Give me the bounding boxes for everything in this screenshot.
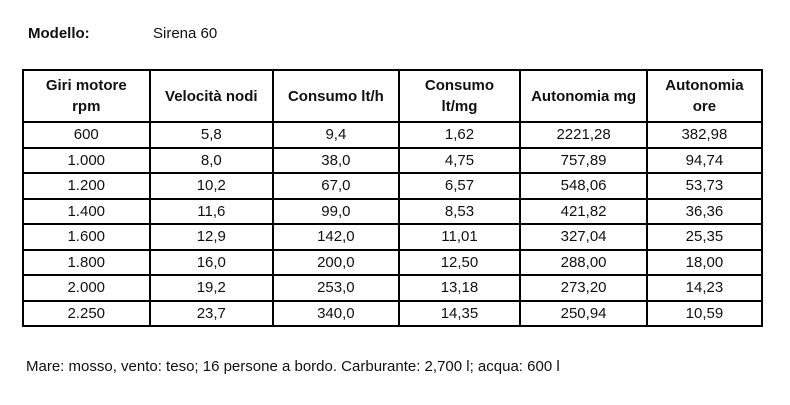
- table-cell: 19,2: [148, 274, 275, 302]
- table-cell: 2.000: [22, 274, 151, 302]
- column-header-line: Consumo lt/h: [287, 87, 384, 105]
- performance-table-body: 600 5,8 9,4 1,62 2221,28 382,98 1.000 8,0 38,0 4,…: [22, 121, 764, 327]
- table-cell: 12,50: [397, 248, 522, 276]
- table-cell: 10,59: [645, 299, 764, 327]
- table-cell: 53,73: [645, 172, 764, 200]
- table-cell: 421,82: [519, 197, 648, 225]
- table-cell: 382,98: [645, 121, 764, 149]
- header-row: Giri motore rpm Velocità nodi Consumo lt/h C…: [22, 69, 764, 123]
- table-cell: 18,00: [645, 248, 764, 276]
- table-row: 1.800 16,0 200,0 12,50 288,00 18,00: [22, 248, 764, 276]
- table-cell: 9,4: [272, 121, 400, 149]
- performance-table: Giri motore rpm Velocità nodi Consumo lt/h C…: [22, 69, 764, 327]
- table-cell: 142,0: [272, 223, 400, 251]
- table-cell: 288,00: [519, 248, 648, 276]
- column-header-line: lt/mg: [441, 98, 478, 115]
- table-cell: 600: [22, 121, 151, 149]
- model-row: Modello: Sirena 60: [28, 24, 217, 43]
- table-cell: 1.600: [22, 223, 151, 251]
- column-header-line: Consumo: [424, 77, 495, 94]
- table-cell: 94,74: [645, 146, 764, 174]
- table-cell: 23,7: [148, 299, 275, 327]
- table-cell: 757,89: [519, 146, 648, 174]
- table-cell: 1.400: [22, 197, 151, 225]
- model-label: Modello:: [28, 25, 90, 42]
- column-header-autonomia-ore: Autonomia ore: [645, 69, 764, 123]
- table-cell: 253,0: [272, 274, 400, 302]
- table-cell: 1.800: [22, 248, 151, 276]
- table-cell: 38,0: [272, 146, 400, 174]
- table-row: 1.600 12,9 142,0 11,01 327,04 25,35: [22, 223, 764, 251]
- table-cell: 8,53: [397, 197, 522, 225]
- column-header-line: ore: [692, 98, 717, 115]
- column-header-velocita-nodi: Velocità nodi: [148, 69, 275, 123]
- table-cell: 1.000: [22, 146, 151, 174]
- column-header-line: Autonomia: [665, 77, 744, 94]
- table-cell: 14,23: [645, 274, 764, 302]
- column-header-line: Giri motore: [45, 77, 127, 94]
- table-cell: 16,0: [148, 248, 275, 276]
- column-header-consumo-lt-h: Consumo lt/h: [272, 69, 400, 123]
- table-cell: 5,8: [148, 121, 275, 149]
- table-cell: 36,36: [645, 197, 764, 225]
- table-row: 2.250 23,7 340,0 14,35 250,94 10,59: [22, 299, 764, 327]
- table-cell: 8,0: [148, 146, 275, 174]
- table-cell: 11,01: [397, 223, 522, 251]
- column-header-line: Autonomia mg: [531, 87, 637, 105]
- table-row: 1.000 8,0 38,0 4,75 757,89 94,74: [22, 146, 764, 174]
- table-cell: 327,04: [519, 223, 648, 251]
- table-cell: 2221,28: [519, 121, 648, 149]
- column-header-consumo-lt-mg: Consumo lt/mg: [397, 69, 522, 123]
- table-cell: 250,94: [519, 299, 648, 327]
- table-cell: 67,0: [272, 172, 400, 200]
- column-header-giri-motore-rpm: Giri motore rpm: [22, 69, 151, 123]
- table-cell: 14,35: [397, 299, 522, 327]
- conditions-note: Mare: mosso, vento: teso; 16 persone a b…: [26, 358, 560, 375]
- model-value: Sirena 60: [153, 25, 218, 42]
- table-cell: 4,75: [397, 146, 522, 174]
- column-header-line: Velocità nodi: [165, 87, 258, 105]
- table-cell: 200,0: [272, 248, 400, 276]
- table-cell: 11,6: [148, 197, 275, 225]
- table-cell: 6,57: [397, 172, 522, 200]
- table-cell: 1,62: [397, 121, 522, 149]
- table-cell: 12,9: [148, 223, 275, 251]
- table-cell: 13,18: [397, 274, 522, 302]
- table-cell: 10,2: [148, 172, 275, 200]
- table-cell: 548,06: [519, 172, 648, 200]
- table-cell: 340,0: [272, 299, 400, 327]
- table-row: 600 5,8 9,4 1,62 2221,28 382,98: [22, 121, 764, 149]
- table-row: 1.400 11,6 99,0 8,53 421,82 36,36: [22, 197, 764, 225]
- column-header-line: rpm: [72, 98, 101, 115]
- table-cell: 1.200: [22, 172, 151, 200]
- table-cell: 99,0: [272, 197, 400, 225]
- table-cell: 273,20: [519, 274, 648, 302]
- performance-table-head: Giri motore rpm Velocità nodi Consumo lt/h C…: [22, 69, 764, 123]
- table-cell: 2.250: [22, 299, 151, 327]
- column-header-autonomia-mg: Autonomia mg: [519, 69, 648, 123]
- table-row: 2.000 19,2 253,0 13,18 273,20 14,23: [22, 274, 764, 302]
- table-row: 1.200 10,2 67,0 6,57 548,06 53,73: [22, 172, 764, 200]
- table-cell: 25,35: [645, 223, 764, 251]
